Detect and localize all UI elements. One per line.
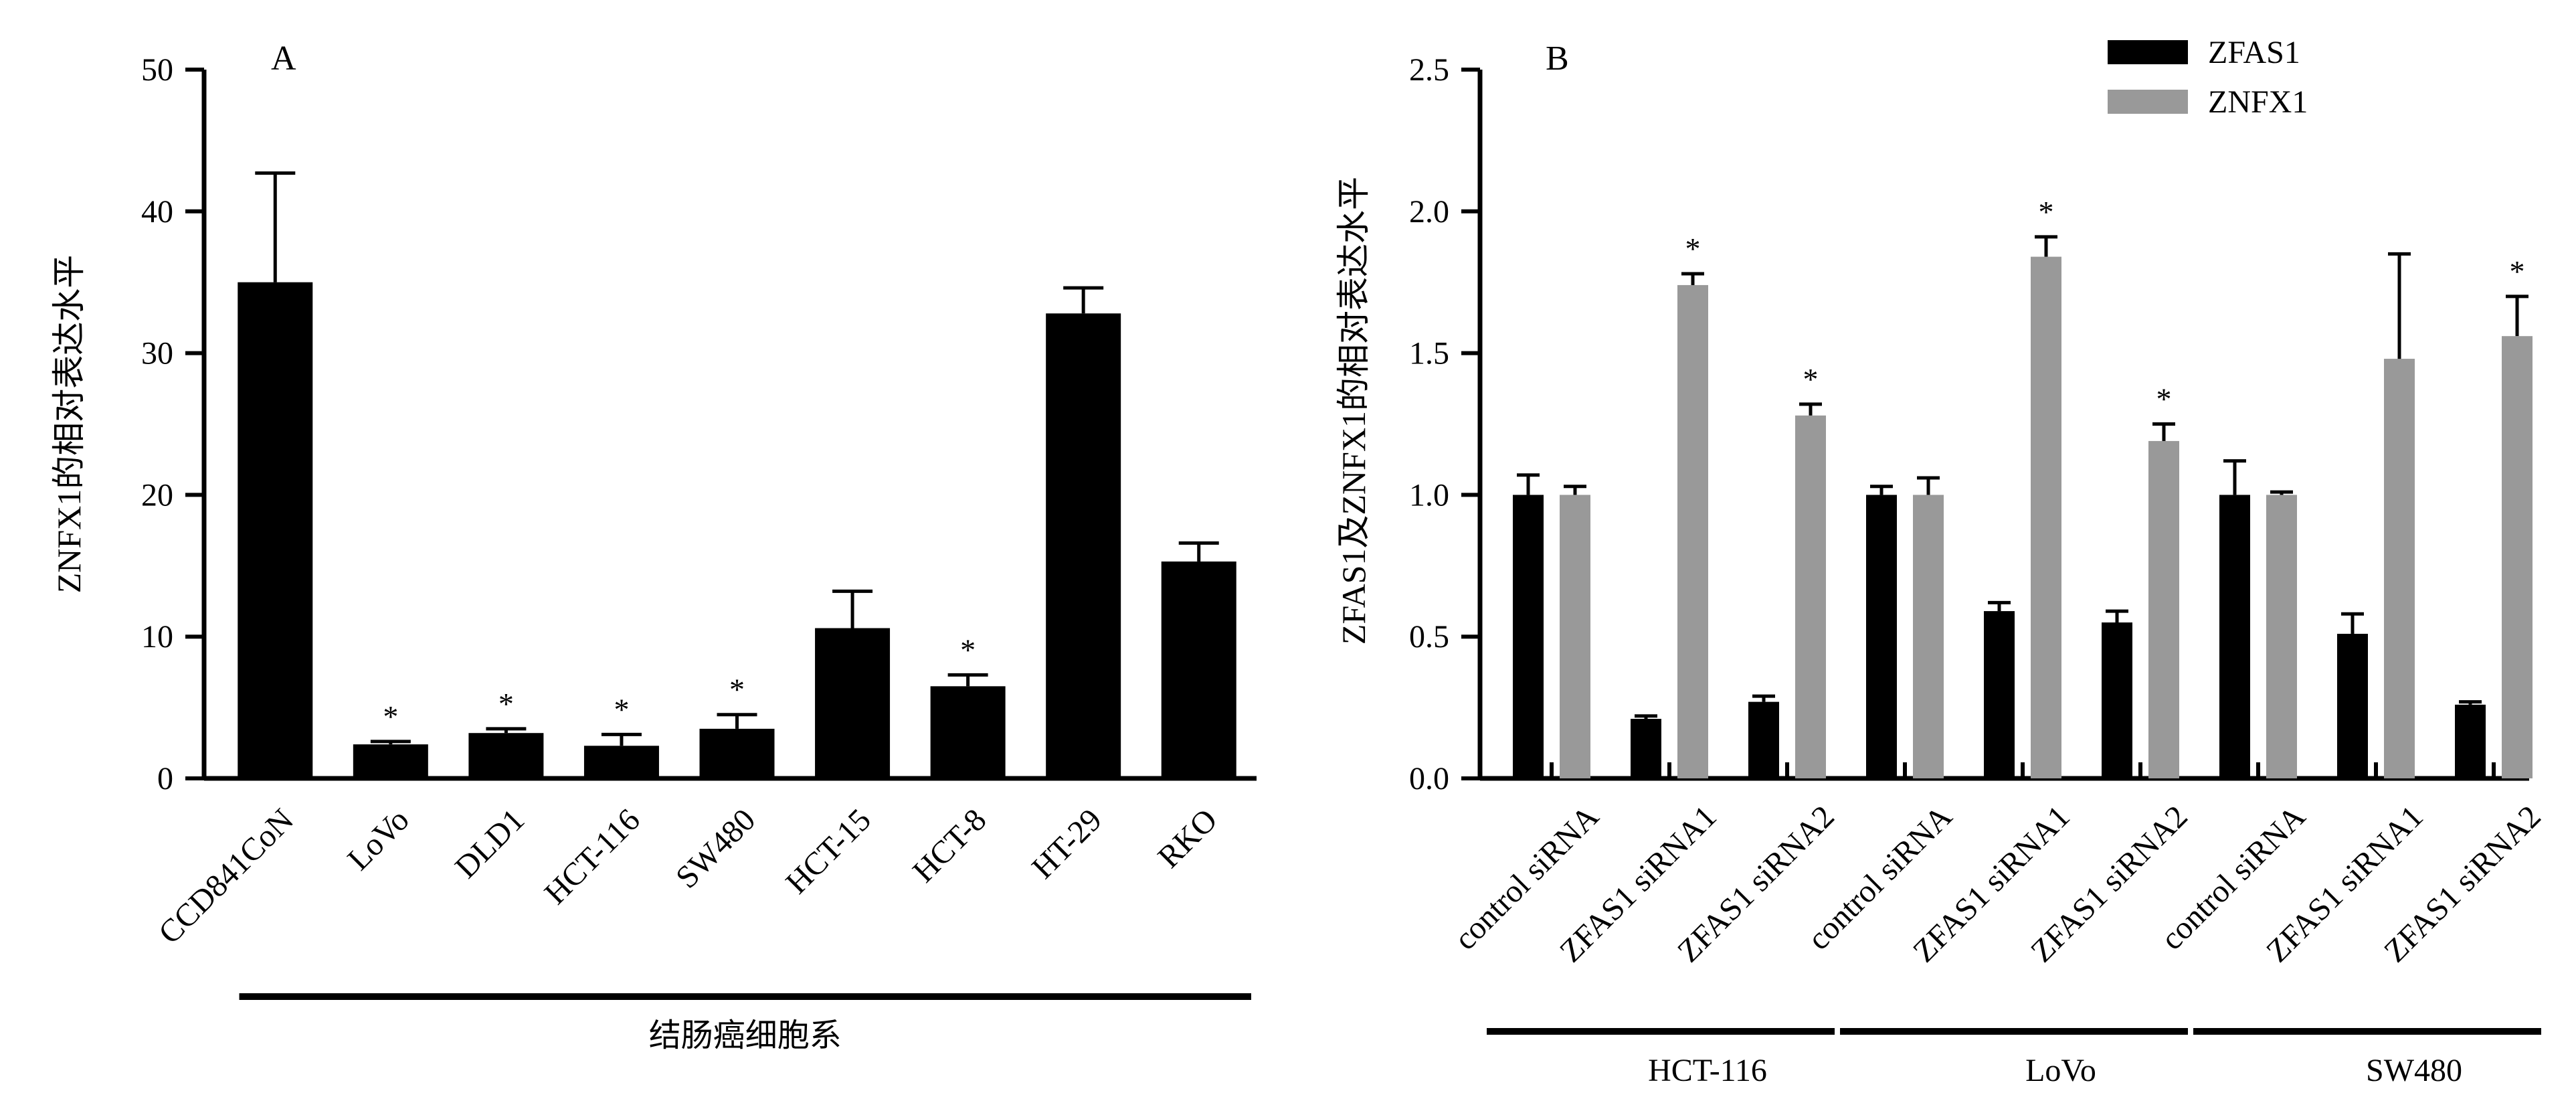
panel-b-group-label: LoVo: [2025, 1053, 2096, 1088]
panel-a-label: A: [271, 39, 296, 78]
panel-a-category-label: HCT-116: [538, 802, 647, 911]
panel-a-bar: [930, 686, 1006, 778]
panel-b-bar-zfas1: [2219, 495, 2250, 778]
panel-a-bar: [1161, 561, 1236, 778]
panel-a-significance-star: *: [614, 692, 629, 726]
panel-b-legend-swatch-znfx1: [2108, 90, 2188, 114]
panel-b-bar-znfx1: [2266, 495, 2297, 778]
panel-b-bar-zfas1: [1866, 495, 1897, 778]
panel-b-bar-zfas1: [1984, 611, 2015, 778]
panel-b-label: B: [1546, 39, 1569, 78]
panel-a-bar: [583, 746, 659, 778]
panel-a-category-label: SW480: [669, 802, 762, 895]
panel-a-y-tick-label: 50: [141, 52, 173, 88]
panel-b-bar-zfas1: [1631, 719, 1661, 778]
panel-b-significance-star: *: [2039, 195, 2054, 229]
panel-b-legend-label-znfx1: ZNFX1: [2208, 84, 2308, 120]
panel-b-bar-znfx1: [1677, 284, 1708, 778]
panel-b-bar-znfx1: [2502, 336, 2533, 779]
panel-b-bar-zfas1: [2337, 633, 2368, 778]
panel-b-significance-star: *: [2510, 254, 2525, 288]
panel-a-significance-star: *: [498, 687, 514, 721]
panel-b-y-axis-label: ZFAS1及ZNFX1的相对表达水平: [1335, 177, 1372, 645]
panel-a-category-label: RKO: [1151, 802, 1224, 875]
panel-a-category-label: LoVo: [341, 802, 416, 877]
panel-b-bar-znfx1: [2148, 440, 2179, 778]
panel-a-bar: [238, 282, 313, 778]
panel-b-bar-znfx1: [2384, 359, 2415, 778]
panel-b-y-tick-label: 2.5: [1409, 52, 1449, 88]
panel-b-legend-label-zfas1: ZFAS1: [2208, 35, 2300, 70]
panel-a-bar-chart: 0 10 20 30 40 50 CCD841CoN * LoVo * DLD1 * HCT-116 * S…: [50, 39, 1257, 1053]
panel-b-significance-star: *: [1803, 362, 1819, 396]
panel-b-significance-star: *: [1685, 232, 1701, 266]
panel-a-bar: [815, 628, 891, 778]
panel-a-y-tick-label: 10: [141, 619, 173, 655]
panel-a-bar: [353, 744, 428, 778]
panel-b-group-label: HCT-116: [1648, 1053, 1767, 1088]
panel-a-y-tick-label: 20: [141, 477, 173, 513]
panel-b-bar-zfas1: [1513, 495, 1544, 778]
panel-b-bar-zfas1: [2102, 622, 2132, 778]
panel-a-category-label: HCT-8: [906, 802, 994, 889]
panel-a-y-tick-label: 0: [157, 761, 173, 796]
panel-b-bar-zfas1: [1748, 701, 1779, 778]
panel-b-y-tick-label: 0.0: [1409, 761, 1449, 796]
panel-a-category-label: HT-29: [1025, 802, 1109, 885]
panel-a-y-tick-label: 30: [141, 336, 173, 371]
panel-b-y-tick-label: 0.5: [1409, 619, 1449, 655]
panel-b-y-tick-label: 2.0: [1409, 194, 1449, 230]
panel-b-bar-znfx1: [2031, 256, 2061, 778]
panel-a-bar: [468, 733, 544, 778]
panel-b-bar-zfas1: [2455, 704, 2486, 778]
panel-b-bar-znfx1: [1560, 495, 1590, 778]
panel-a-bar: [1046, 313, 1121, 778]
panel-b-significance-star: *: [2156, 382, 2172, 416]
panel-a-y-tick-label: 40: [141, 194, 173, 230]
panel-b-bar-znfx1: [1795, 415, 1826, 778]
panel-a-significance-star: *: [383, 699, 398, 734]
panel-b-y-tick-label: 1.5: [1409, 336, 1449, 371]
panel-a-bar: [699, 728, 775, 778]
panel-a-category-label: CCD841CoN: [152, 802, 300, 950]
panel-a-significance-star: *: [729, 673, 745, 707]
panel-b-bar-znfx1: [1913, 495, 1944, 778]
panel-a-y-axis-label: ZNFX1的相对表达水平: [50, 255, 88, 594]
panel-a-category-label: DLD1: [448, 802, 531, 885]
panel-a-group-label: 结肠癌细胞系: [649, 1018, 842, 1053]
panel-b-group-label: SW480: [2366, 1053, 2462, 1088]
panel-a-category-label: HCT-15: [779, 802, 877, 900]
panel-b-y-tick-label: 1.0: [1409, 477, 1449, 513]
panel-b-legend-swatch-zfas1: [2108, 40, 2188, 64]
panel-a-significance-star: *: [960, 632, 976, 667]
